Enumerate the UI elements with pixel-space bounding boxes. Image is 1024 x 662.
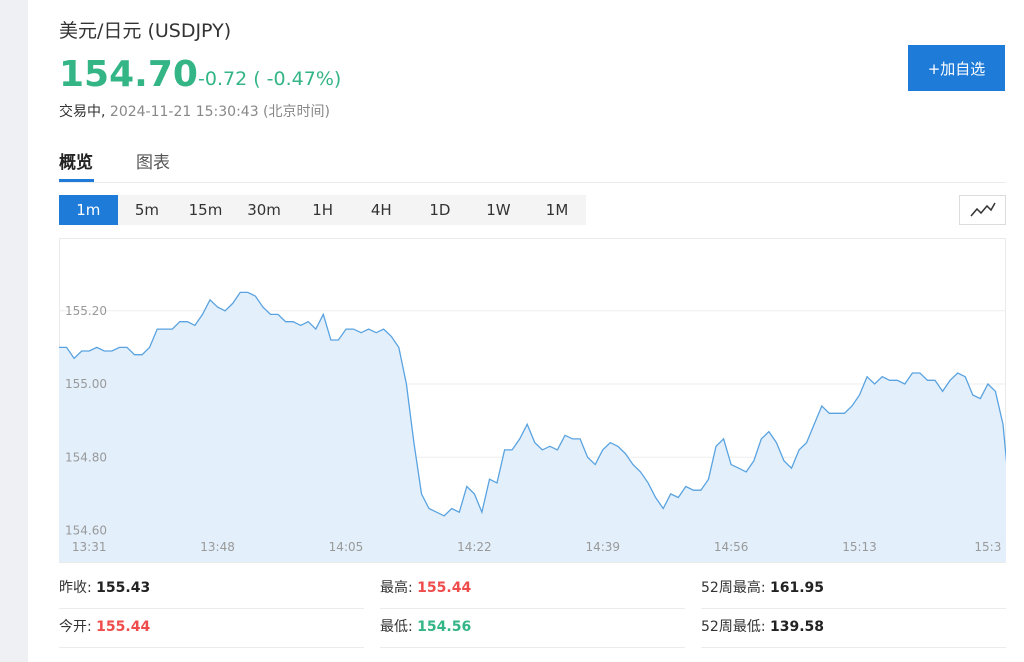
price-area-fill bbox=[59, 292, 1006, 562]
interval-1w[interactable]: 1W bbox=[486, 201, 511, 219]
price-line bbox=[59, 291, 1006, 517]
line-chart-icon bbox=[969, 202, 996, 217]
stat-label: 52周最低: bbox=[701, 619, 766, 635]
stat-52w-low: 52周最低: 139.58 bbox=[701, 609, 1006, 648]
interval-1mo[interactable]: 1M bbox=[545, 201, 569, 219]
y-tick-label: 155.00 bbox=[65, 377, 107, 391]
x-tick-label: 15:3 bbox=[974, 540, 1001, 554]
stat-prev-close: 昨收: 155.43 bbox=[59, 570, 364, 609]
stat-high: 最高: 155.44 bbox=[380, 570, 685, 609]
tab-overview[interactable]: 概览 bbox=[59, 153, 93, 173]
interval-selector: 1m 5m 15m 30m 1H 4H 1D 1W 1M bbox=[59, 195, 587, 225]
stat-value: 155.44 bbox=[417, 580, 472, 596]
status-timestamp: 2024-11-21 15:30:43 (北京时间) bbox=[109, 104, 330, 120]
stat-label: 最高: bbox=[380, 580, 413, 596]
tab-bar: 概览 图表 bbox=[59, 146, 1006, 183]
stat-label: 52周最高: bbox=[701, 580, 766, 596]
x-tick-label: 13:31 bbox=[72, 540, 107, 554]
stat-label: 今开: bbox=[59, 619, 92, 635]
stat-value: 154.56 bbox=[417, 619, 472, 635]
interval-30m[interactable]: 30m bbox=[247, 201, 281, 219]
y-tick-label: 154.80 bbox=[65, 450, 107, 464]
tab-chart[interactable]: 图表 bbox=[136, 153, 170, 173]
interval-1m[interactable]: 1m bbox=[59, 195, 118, 225]
price-chart: 155.20 155.00 154.80 154.60 13:31 13:48 14:05 1… bbox=[59, 291, 1006, 562]
chart-type-button[interactable] bbox=[959, 195, 1006, 225]
stat-value: 161.95 bbox=[769, 580, 825, 596]
x-tick-label: 14:39 bbox=[585, 540, 620, 554]
interval-1h[interactable]: 1H bbox=[312, 201, 334, 219]
status-label: 交易中, bbox=[59, 104, 106, 120]
interval-1d[interactable]: 1D bbox=[429, 201, 451, 219]
stat-label: 最低: bbox=[380, 619, 413, 635]
stat-value: 155.43 bbox=[96, 580, 151, 596]
active-tab-indicator bbox=[59, 179, 94, 182]
x-tick-label: 15:13 bbox=[842, 540, 877, 554]
stat-label: 昨收: bbox=[59, 580, 92, 596]
y-tick-label: 155.20 bbox=[65, 304, 107, 318]
x-tick-label: 13:48 bbox=[200, 540, 235, 554]
stat-low: 最低: 154.56 bbox=[380, 609, 685, 648]
add-to-watchlist-button[interactable]: +加自选 bbox=[908, 45, 1005, 91]
page-title: 美元/日元 (USDJPY) bbox=[59, 20, 232, 42]
stat-open: 今开: 155.44 bbox=[59, 609, 364, 648]
left-sidebar-strip bbox=[0, 0, 28, 662]
y-tick-label: 154.60 bbox=[65, 524, 107, 538]
stat-value: 155.44 bbox=[96, 619, 151, 635]
trading-status: 交易中, 2024-11-21 15:30:43 (北京时间) bbox=[59, 101, 330, 121]
x-tick-label: 14:05 bbox=[329, 540, 364, 554]
current-price: 154.70 bbox=[59, 54, 198, 95]
x-tick-label: 14:22 bbox=[457, 540, 492, 554]
interval-4h[interactable]: 4H bbox=[370, 201, 392, 219]
x-tick-label: 14:56 bbox=[714, 540, 749, 554]
interval-15m[interactable]: 15m bbox=[188, 201, 223, 219]
interval-5m[interactable]: 5m bbox=[134, 201, 159, 219]
price-change: -0.72 ( -0.47%) bbox=[198, 68, 342, 90]
stat-value: 139.58 bbox=[769, 619, 825, 635]
stat-52w-high: 52周最高: 161.95 bbox=[701, 570, 1006, 609]
